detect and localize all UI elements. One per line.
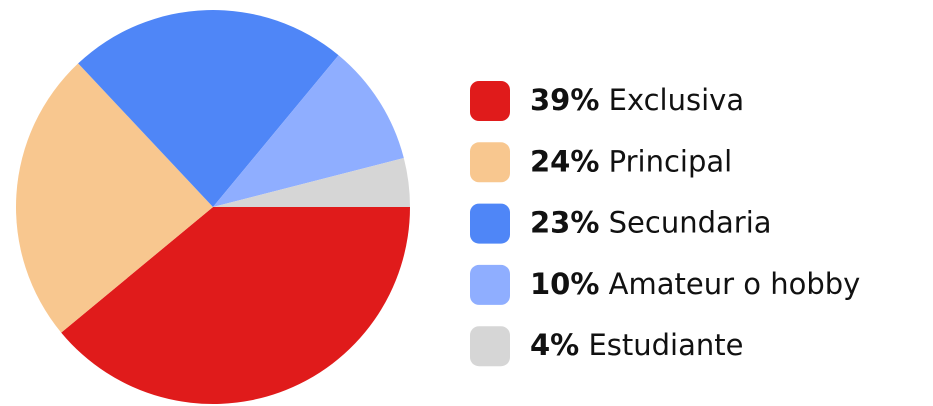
legend-space [599, 206, 608, 240]
legend-swatch [470, 264, 510, 305]
legend-space [599, 267, 608, 301]
legend-name: Secundaria [609, 206, 772, 240]
legend-value: 39% [530, 83, 599, 117]
legend-label: 4% Estudiante [530, 328, 743, 362]
pie-slice [213, 55, 404, 207]
legend-value: 23% [530, 206, 599, 240]
legend-space [599, 144, 608, 178]
legend-swatch [470, 142, 510, 183]
legend-name: Amateur o hobby [609, 267, 861, 301]
legend-label: 39% Exclusiva [530, 83, 744, 117]
legend-name: Estudiante [588, 328, 743, 362]
legend-name: Exclusiva [609, 83, 744, 117]
pie-slice [213, 158, 410, 207]
pie-slice [61, 207, 410, 404]
legend-value: 10% [530, 267, 599, 301]
legend-value: 24% [530, 144, 599, 178]
legend-value: 4% [530, 328, 579, 362]
pie-slice [78, 10, 339, 208]
legend-label: 24% Principal [530, 144, 732, 178]
legend-swatch [470, 203, 510, 244]
legend-label: 10% Amateur o hobby [530, 267, 860, 301]
legend-name: Principal [609, 144, 733, 178]
legend-space [579, 328, 588, 362]
legend-label: 23% Secundaria [530, 206, 772, 240]
legend-swatch [470, 81, 510, 121]
legend-space [599, 83, 608, 117]
pie-slice [16, 63, 213, 333]
legend-swatch [470, 326, 510, 367]
